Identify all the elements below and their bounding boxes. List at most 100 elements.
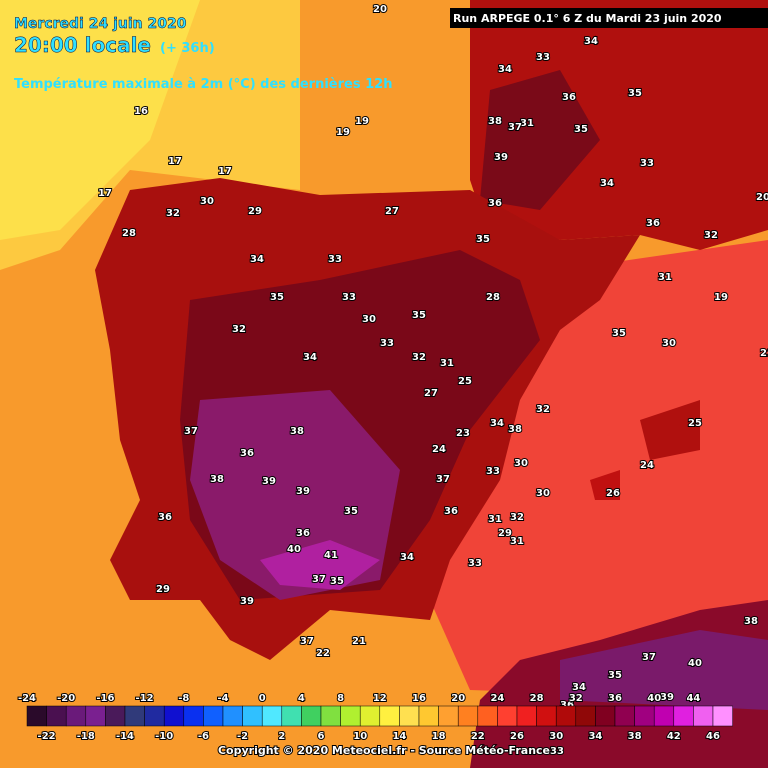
station-temp: 20: [373, 4, 387, 15]
island: [590, 470, 620, 500]
station-temp: 30: [514, 458, 528, 469]
legend-swatch: [536, 705, 557, 727]
station-temp: 38: [744, 616, 758, 627]
legend-swatch: [340, 705, 361, 727]
station-temp: 25: [688, 418, 702, 429]
station-temp: 30: [200, 196, 214, 207]
france-hot: [480, 70, 600, 210]
legend-swatch: [65, 705, 87, 727]
island: [640, 400, 700, 460]
station-temp: 35: [344, 506, 358, 517]
station-temp: 17: [98, 188, 112, 199]
station-temp: 17: [168, 156, 182, 167]
legend-tick: 8: [337, 693, 344, 704]
color-legend: -24-22-20-18-16-14-12-10-8-6-4-202468101…: [17, 692, 733, 743]
legend-tick: -6: [198, 731, 209, 742]
legend-swatch: [418, 705, 439, 727]
station-temp: 33: [380, 338, 394, 349]
station-temp: 28: [486, 292, 500, 303]
legend-swatch: [516, 705, 537, 727]
legend-tick: 30: [549, 731, 563, 742]
station-temp: 31: [510, 536, 524, 547]
station-temp: 21: [760, 348, 768, 359]
station-temp: 29: [498, 528, 512, 539]
station-temp: 37: [300, 636, 314, 647]
legend-tick: 0: [259, 693, 266, 704]
legend-swatch: [673, 705, 694, 727]
station-temp: 36: [240, 448, 254, 459]
legend-swatch: [85, 705, 106, 727]
legend-swatch: [595, 705, 616, 727]
legend-tick: -8: [178, 693, 189, 704]
legend-swatch: [497, 705, 518, 727]
station-temp: 33: [486, 466, 500, 477]
station-temp: 34: [250, 254, 264, 265]
legend-tick: 38: [628, 731, 642, 742]
station-temp: 29: [248, 206, 262, 217]
station-temp: 37: [436, 474, 450, 485]
legend-swatch: [712, 705, 733, 727]
legend-swatch: [203, 705, 224, 727]
station-temp: 34: [572, 682, 586, 693]
station-temp: 41: [324, 550, 338, 561]
legend-tick: 32: [569, 693, 583, 704]
legend-tick: -16: [96, 693, 114, 704]
station-temp: 34: [498, 64, 512, 75]
legend-tick: 2: [278, 731, 285, 742]
station-temp: 35: [330, 576, 344, 587]
legend-tick: 12: [373, 693, 387, 704]
station-temp: 34: [400, 552, 414, 563]
run-box: [450, 8, 768, 28]
station-temp: 30: [536, 488, 550, 499]
station-temp: 24: [640, 460, 654, 471]
legend-swatch: [653, 705, 675, 727]
africa-hot: [560, 630, 768, 710]
copyright: Copyright © 2020 Meteociel.fr - Source M…: [218, 744, 550, 757]
station-temp: 34: [490, 418, 504, 429]
station-temp: 39: [494, 152, 508, 163]
legend-tick: 28: [530, 693, 544, 704]
station-temp: 33: [550, 746, 564, 757]
legend-swatch: [614, 705, 635, 727]
station-temp: 33: [328, 254, 342, 265]
station-temp: 31: [520, 118, 534, 129]
station-temp: 19: [355, 116, 369, 127]
legend-swatch: [359, 705, 381, 727]
station-temp: 25: [458, 376, 472, 387]
legend-tick: -18: [77, 731, 95, 742]
legend-swatch: [320, 705, 341, 727]
station-temp: 27: [424, 388, 438, 399]
station-temp: 21: [352, 636, 366, 647]
legend-tick: 10: [353, 731, 367, 742]
legend-tick: 6: [318, 731, 325, 742]
station-temp: 36: [562, 92, 576, 103]
station-temp: 32: [232, 324, 246, 335]
station-temp: 33: [536, 52, 550, 63]
station-temp: 40: [688, 658, 702, 669]
station-temp: 31: [658, 272, 672, 283]
station-temp: 37: [508, 122, 522, 133]
station-temp: 24: [432, 444, 446, 455]
legend-tick: 20: [451, 693, 465, 704]
station-temp: 35: [574, 124, 588, 135]
station-temp: 30: [362, 314, 376, 325]
station-temp: 31: [440, 358, 454, 369]
legend-tick: -2: [237, 731, 248, 742]
station-temp: 38: [210, 474, 224, 485]
station-temp: 31: [488, 514, 502, 525]
legend-swatch: [477, 705, 498, 727]
station-temp: 39: [660, 692, 674, 703]
legend-swatch: [124, 705, 145, 727]
legend-tick: 44: [686, 693, 700, 704]
station-temp: 32: [536, 404, 550, 415]
station-temp: 17: [218, 166, 232, 177]
legend-swatch: [26, 705, 47, 727]
station-temp: 20: [756, 192, 768, 203]
legend-swatch: [261, 705, 283, 727]
station-temp: 23: [456, 428, 470, 439]
legend-tick: 14: [392, 731, 406, 742]
station-temp: 36: [158, 512, 172, 523]
legend-swatch: [379, 705, 400, 727]
station-temp: 33: [468, 558, 482, 569]
station-temp: 36: [488, 198, 502, 209]
